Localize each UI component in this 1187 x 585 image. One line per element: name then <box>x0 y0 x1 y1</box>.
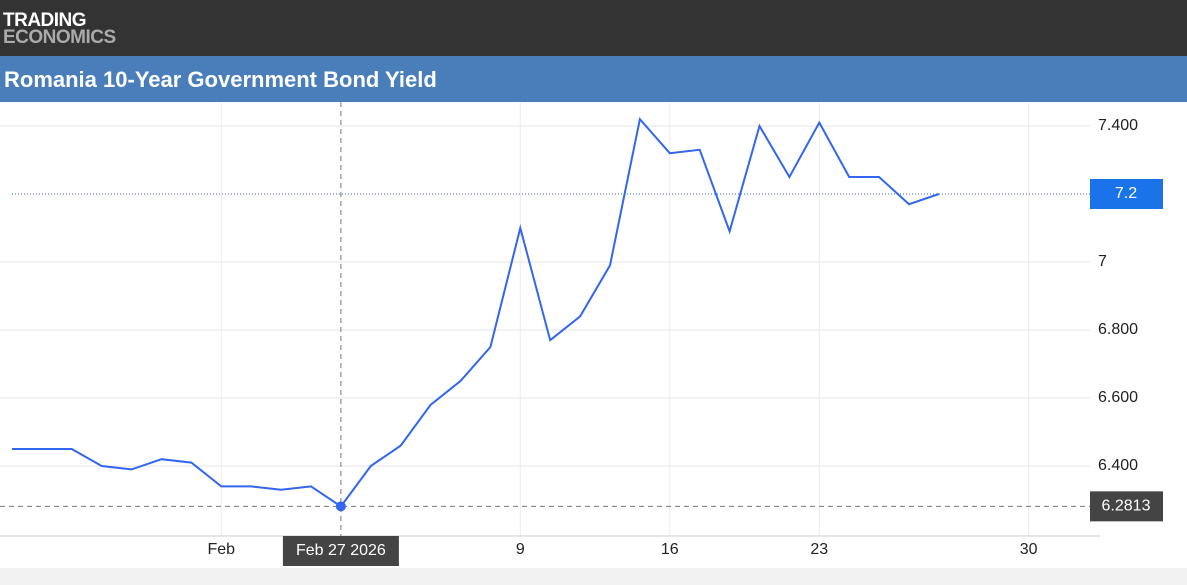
x-tick-label: 30 <box>1020 541 1038 558</box>
crosshair-value: 6.2813 <box>1102 498 1151 515</box>
x-tick-label: Feb <box>208 541 236 558</box>
header: TRADING ECONOMICS <box>0 0 1187 56</box>
y-tick-label: 7 <box>1098 253 1107 270</box>
x-tick-label: 16 <box>661 541 679 558</box>
y-tick-label: 7.400 <box>1098 117 1138 134</box>
chart-title: Romania 10-Year Government Bond Yield <box>4 67 437 92</box>
crosshair-value-box <box>1090 491 1163 522</box>
y-tick-label: 6.800 <box>1098 321 1138 338</box>
crosshair-point <box>335 501 346 512</box>
chart: 6.400 6.600 6.800 7 7.400 Feb 9 16 23 30 Feb 27 20… <box>0 102 1187 585</box>
x-tick-label: 23 <box>810 541 828 558</box>
last-value-label: 7.2 <box>1115 185 1137 202</box>
logo-line-1: TRADING <box>3 10 87 31</box>
legend-band <box>0 568 1187 585</box>
y-tick-label: 6.400 <box>1098 457 1138 474</box>
y-tick-label: 6.600 <box>1098 389 1138 406</box>
title-bar: Romania 10-Year Government Bond Yield <box>0 56 1187 102</box>
last-value-box <box>1090 179 1163 209</box>
line-series <box>12 117 940 508</box>
crosshair-date-box <box>282 536 399 566</box>
x-tick-label: 9 <box>516 541 525 558</box>
crosshair-date: Feb 27 2026 <box>296 542 386 559</box>
logo-line-2: ECONOMICS <box>3 27 116 48</box>
